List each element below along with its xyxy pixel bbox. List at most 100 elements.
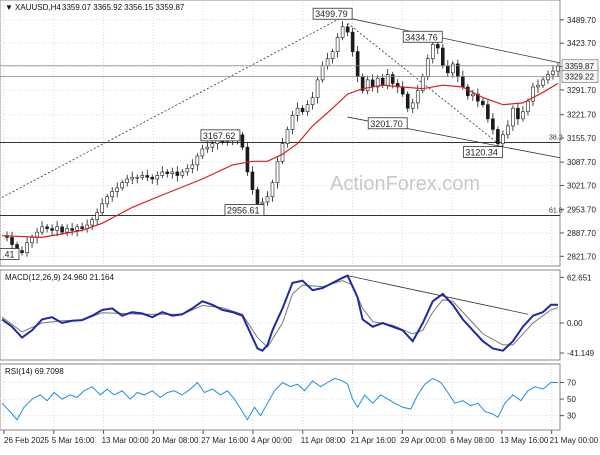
- ohlc-readout: 3359.07 3365.92 3356.15 3359.87: [62, 3, 185, 12]
- price-point-label-text: .41: [2, 250, 15, 260]
- candle-body: [430, 44, 435, 59]
- candle-body: [60, 226, 64, 233]
- candle-body: [135, 176, 140, 179]
- watermark: ActionForex.com: [330, 173, 480, 195]
- symbol-chevron-icon[interactable]: ▼: [5, 3, 13, 12]
- candle-body: [145, 175, 150, 178]
- time-tick-label: 26 Feb 2025: [4, 436, 49, 445]
- ma-price-marker-text: 3329.22: [565, 73, 594, 82]
- candle-body: [55, 226, 59, 231]
- candle-body: [50, 228, 54, 231]
- macd-trend-line: [347, 275, 529, 315]
- moving-average-line: [1, 82, 559, 239]
- price-point-label-box: [224, 204, 265, 216]
- rsi-tick-label: 30: [567, 412, 576, 421]
- candle-body: [290, 114, 295, 130]
- candle-body: [531, 86, 535, 102]
- price-tick-label: 3155.70: [567, 134, 596, 143]
- price-tick-label: 3423.70: [567, 39, 596, 48]
- candle-body: [325, 58, 330, 67]
- time-tick-label: 21 May 00:00: [550, 436, 599, 445]
- price-point-label-text: 3434.76: [405, 32, 438, 42]
- macd-main-line: [1, 274, 558, 352]
- candle-body: [350, 31, 355, 52]
- chart-header: ▼ XAUUSD,H4 3359.07 3365.92 3356.15 3359…: [5, 3, 185, 12]
- candle-body: [255, 189, 260, 205]
- candle-body: [130, 176, 135, 180]
- candle-body: [295, 107, 300, 116]
- price-point-label-box: [462, 146, 503, 158]
- candle-body: [310, 97, 315, 105]
- symbol-label: XAUUSD,H4: [15, 3, 61, 12]
- price-point-label-box: [0, 248, 20, 260]
- candle-body: [440, 47, 445, 67]
- candle-body: [105, 196, 109, 205]
- time-tick-label: 27 Mar 16:00: [201, 436, 249, 445]
- candle-body: [345, 26, 350, 33]
- candle-body: [95, 212, 99, 221]
- candle-body: [405, 93, 410, 109]
- price-point-label: 3167.62: [200, 129, 241, 142]
- macd-grid: [0, 272, 560, 358]
- candle-body: [415, 90, 420, 104]
- candle-body: [30, 237, 34, 244]
- candle-body: [481, 100, 485, 105]
- candle-body: [190, 164, 195, 169]
- candle-body: [195, 155, 200, 166]
- price-point-label-text: 3201.70: [370, 119, 403, 129]
- rsi-panel: [0, 363, 561, 431]
- macd-tick-label: 62.651: [567, 273, 592, 282]
- price-point-label: 3201.70: [367, 117, 408, 130]
- candle-body: [100, 203, 104, 213]
- candle-body: [375, 77, 380, 88]
- candle-body: [501, 134, 505, 144]
- time-tick-label: 11 Apr 08:00: [301, 436, 346, 445]
- candle-body: [20, 250, 24, 253]
- candle-body: [165, 171, 170, 175]
- price-point-label-box: [200, 129, 241, 142]
- candle-body: [120, 182, 125, 189]
- price-tick-label: 3489.70: [567, 16, 596, 25]
- price-trend-line: [347, 22, 504, 148]
- time-tick-label: 13 Mar 00:00: [102, 436, 150, 445]
- candle-body: [491, 118, 495, 130]
- candle-body: [140, 175, 145, 178]
- time-tick-label: 4 Apr 00:00: [251, 436, 292, 445]
- macd-title: MACD(12,26,9) 24.960 21.164: [5, 273, 115, 282]
- macd-tick-label: 0.00: [567, 319, 583, 328]
- candle-body: [270, 182, 275, 198]
- price-point-label: 3434.76: [402, 30, 443, 43]
- candle-body: [305, 104, 310, 113]
- rsi-grid: [0, 366, 560, 428]
- candle-body: [435, 44, 440, 49]
- candle-body: [180, 171, 185, 176]
- rsi-line: [1, 377, 558, 421]
- candle-body: [175, 171, 180, 176]
- candle-body: [70, 228, 74, 231]
- candle-body: [275, 161, 280, 183]
- candle-body: [160, 171, 165, 176]
- candle-body: [511, 107, 515, 127]
- candle-body: [355, 51, 360, 77]
- time-tick-label: 13 May 16:00: [500, 436, 549, 445]
- candle-body: [170, 171, 175, 175]
- candle-body: [390, 74, 395, 84]
- candle-body: [546, 74, 550, 81]
- candle-body: [486, 104, 490, 120]
- candle-body: [75, 226, 79, 231]
- time-tick-label: 29 Apr 00:00: [400, 436, 446, 445]
- candle-body: [496, 129, 500, 144]
- candle-body: [330, 51, 335, 59]
- candle-body: [265, 196, 270, 203]
- price-tick-label: 3291.70: [567, 86, 596, 95]
- macd-axis: 62.651 0.00 -41.149: [560, 273, 595, 358]
- price-point-labels: 3499.79 3434.76 3201.70 3167.62 3120.34 2956.…: [0, 7, 503, 260]
- time-tick-label: 6 May 08:00: [450, 436, 495, 445]
- candle-body: [516, 107, 520, 120]
- candle-body: [250, 171, 255, 190]
- price-point-label: .41: [0, 248, 20, 260]
- candle-body: [280, 143, 285, 162]
- candle-body: [466, 86, 470, 97]
- candle-body: [90, 219, 94, 226]
